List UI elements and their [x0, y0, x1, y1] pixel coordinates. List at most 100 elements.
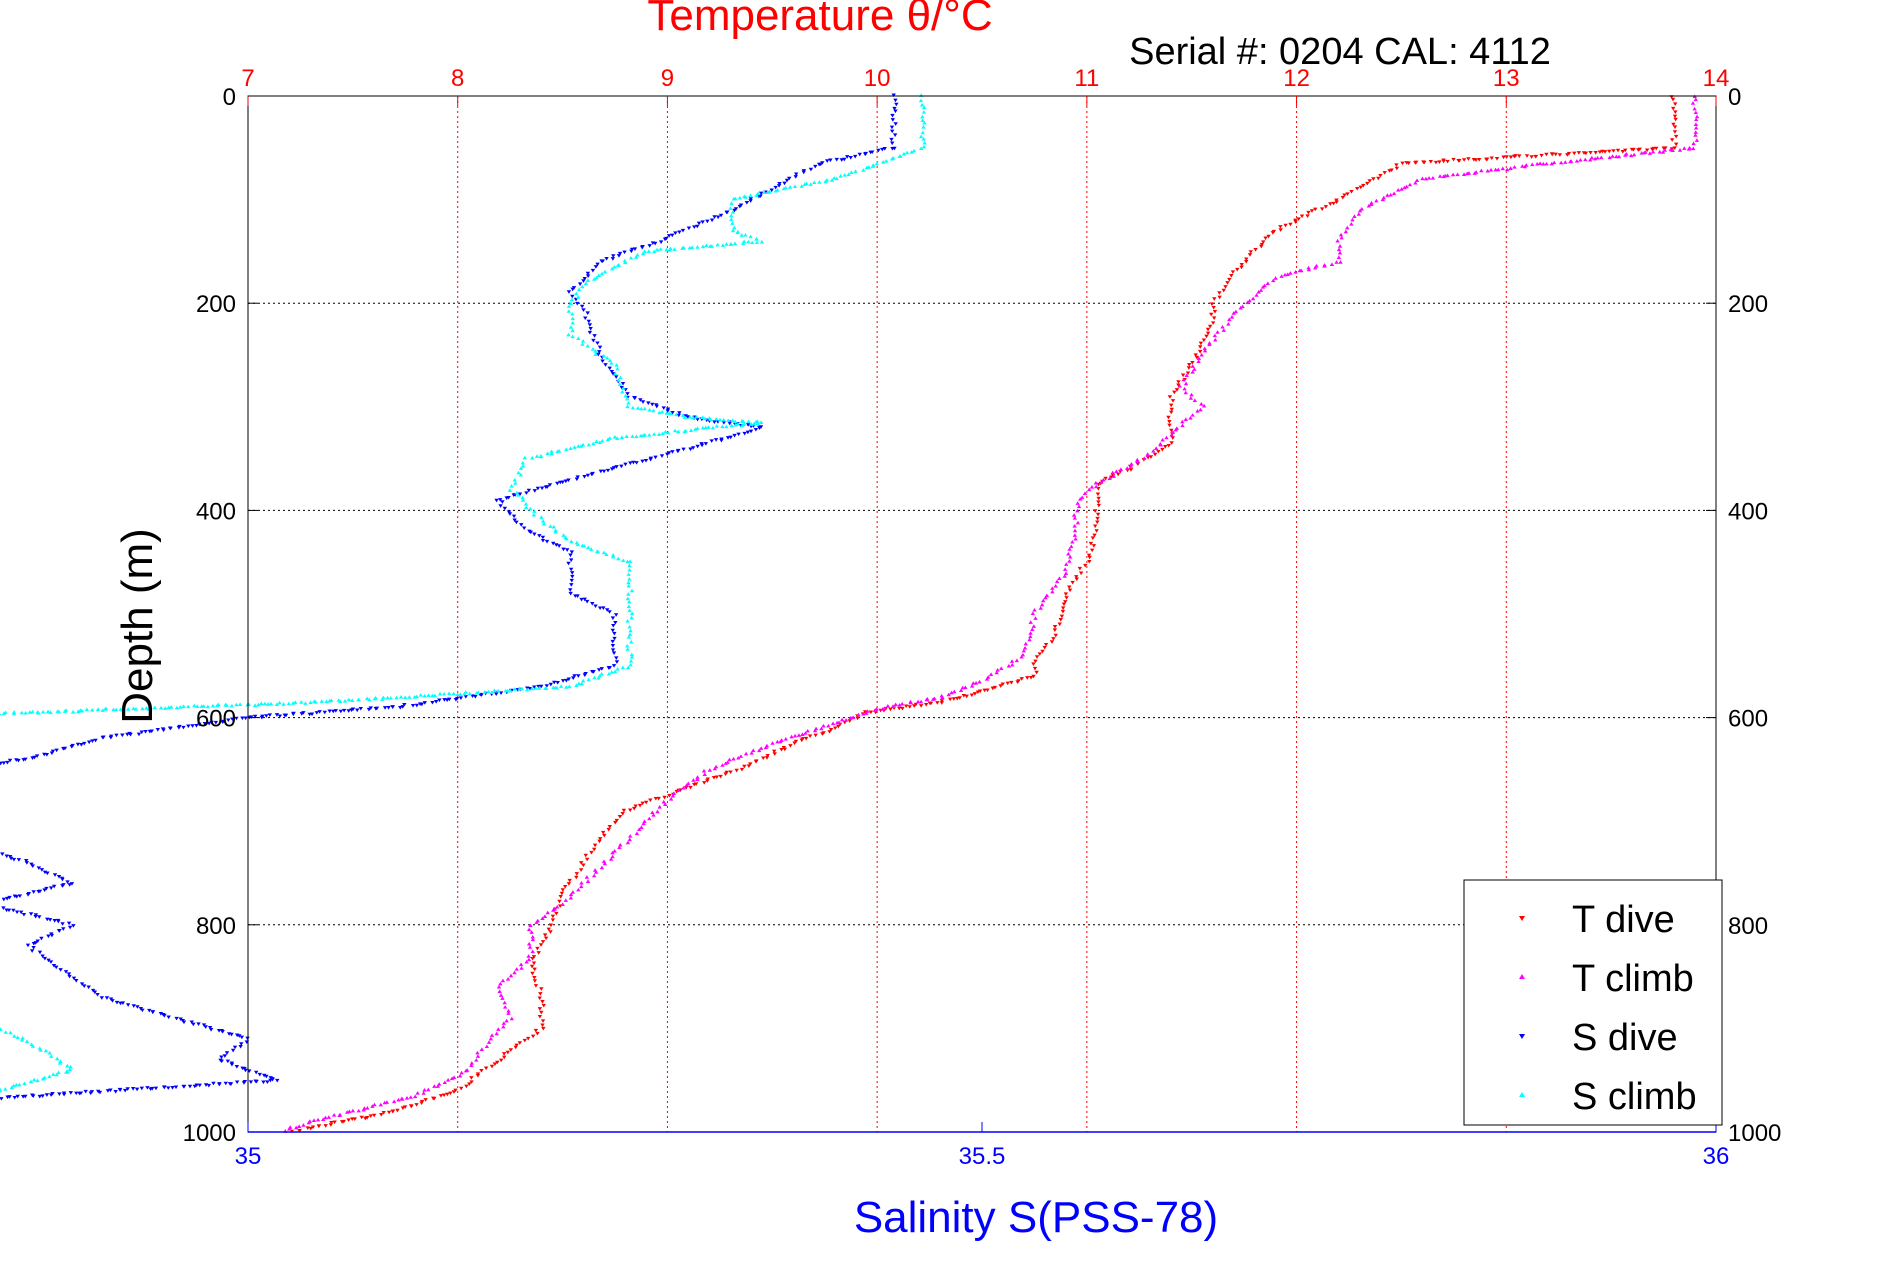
data-point	[11, 857, 17, 862]
data-point	[1394, 163, 1399, 167]
data-point	[1070, 539, 1075, 544]
data-point	[48, 710, 53, 715]
data-point	[176, 726, 182, 730]
data-point	[96, 1089, 101, 1094]
data-point	[765, 754, 770, 758]
data-point	[54, 965, 59, 970]
data-point	[1006, 663, 1012, 668]
data-point	[554, 543, 559, 547]
data-point	[1090, 536, 1096, 540]
data-point	[372, 1102, 377, 1107]
data-point	[539, 515, 544, 519]
data-point	[65, 1063, 70, 1068]
data-point	[1345, 192, 1350, 197]
data-point	[40, 1076, 46, 1081]
data-point	[1673, 142, 1679, 147]
data-point	[134, 1087, 140, 1092]
data-point	[617, 382, 623, 386]
data-point	[229, 1062, 235, 1067]
data-point	[409, 1104, 414, 1109]
data-point	[545, 910, 550, 915]
data-point	[881, 160, 886, 164]
data-point	[610, 257, 616, 261]
data-point	[1075, 501, 1080, 505]
data-point	[380, 697, 385, 701]
data-point	[31, 890, 36, 894]
data-point	[398, 706, 403, 710]
data-point	[762, 190, 767, 194]
data-point	[42, 870, 48, 875]
data-point	[753, 760, 759, 764]
data-point	[130, 1087, 136, 1091]
data-point	[399, 1096, 404, 1101]
data-point	[564, 685, 569, 689]
data-point	[187, 1084, 193, 1089]
data-point	[1339, 235, 1344, 240]
data-point	[1092, 524, 1098, 529]
data-point	[611, 466, 617, 470]
data-point	[570, 328, 575, 333]
data-point	[757, 426, 762, 431]
data-point	[1183, 390, 1188, 395]
data-point	[36, 866, 42, 870]
data-point	[597, 345, 603, 350]
data-point	[441, 691, 447, 696]
data-point	[1034, 670, 1039, 675]
data-point	[1209, 302, 1215, 306]
data-point	[1404, 184, 1409, 189]
data-point	[627, 608, 632, 613]
data-point	[1334, 198, 1339, 203]
data-point	[682, 429, 687, 434]
data-point	[626, 583, 631, 588]
data-point	[513, 1045, 518, 1050]
data-point	[550, 918, 556, 923]
data-point	[612, 636, 617, 641]
data-point	[994, 670, 999, 675]
data-point	[1125, 466, 1130, 470]
data-point	[512, 477, 517, 482]
data-point	[918, 699, 924, 704]
data-point	[662, 795, 667, 800]
data-point	[215, 703, 220, 707]
data-point	[585, 879, 591, 883]
data-point	[1472, 171, 1477, 175]
data-point	[650, 402, 655, 407]
data-point	[1238, 305, 1243, 310]
data-point	[145, 1086, 150, 1090]
data-point	[577, 282, 583, 287]
data-point	[503, 688, 508, 693]
data-point	[712, 766, 718, 771]
data-point	[498, 993, 504, 997]
data-point	[47, 1074, 52, 1079]
data-point	[545, 451, 550, 456]
data-point	[60, 884, 65, 888]
data-point	[612, 848, 617, 853]
data-point	[24, 861, 30, 865]
depth-tick-label-right: 600	[1728, 706, 1768, 733]
data-point	[889, 156, 895, 161]
data-point	[627, 563, 632, 568]
data-point	[831, 176, 837, 180]
data-point	[49, 1054, 54, 1058]
data-point	[500, 978, 506, 983]
data-point	[339, 1120, 345, 1124]
data-point	[1095, 492, 1101, 497]
data-point	[1215, 330, 1220, 334]
data-point	[1184, 373, 1189, 378]
data-point	[1629, 147, 1635, 152]
data-point	[702, 416, 708, 421]
data-point	[666, 234, 672, 238]
data-point	[1253, 248, 1258, 252]
data-point	[1597, 150, 1603, 155]
data-point	[324, 699, 329, 704]
data-point	[686, 226, 692, 231]
data-point	[655, 809, 660, 814]
data-point	[1189, 392, 1194, 397]
data-point	[379, 1112, 384, 1117]
data-point	[659, 409, 665, 414]
data-point	[755, 419, 760, 423]
data-point	[28, 1079, 34, 1084]
data-point	[79, 742, 84, 747]
data-point	[1227, 277, 1232, 282]
